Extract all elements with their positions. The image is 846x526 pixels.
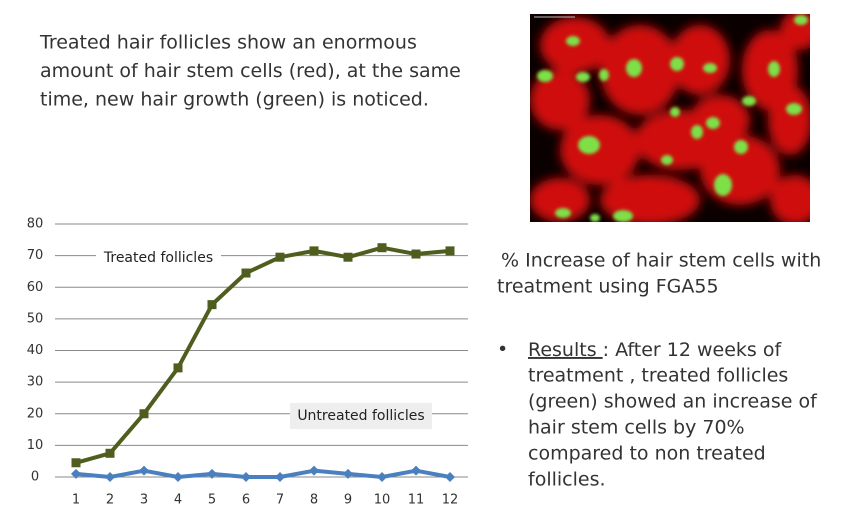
caption-text: treatment using FGA55: [497, 276, 719, 298]
bullet-text: treatment , treated follicles: [528, 365, 788, 387]
bullet-line: : After 12 weeks of: [603, 339, 783, 361]
point-marker: [71, 458, 81, 468]
bullet-text: Results : After 12 weeks of: [528, 339, 782, 361]
point-marker: [139, 409, 149, 419]
point-marker: [207, 300, 217, 310]
point-marker: [445, 472, 455, 482]
point-marker: [105, 448, 115, 458]
x-tick-label: 4: [174, 493, 182, 508]
x-tick-label: 5: [208, 493, 216, 508]
point-marker: [71, 468, 81, 479]
series-label-box: [290, 403, 432, 429]
y-tick-label: 30: [27, 375, 44, 390]
y-tick-label: 20: [27, 406, 44, 421]
point-marker: [411, 249, 421, 259]
bullet-text: (green) showed an increase of: [528, 391, 818, 413]
point-marker: [275, 472, 285, 482]
y-tick-label: 40: [27, 343, 44, 358]
caption-text: % Increase of hair stem cells with: [501, 250, 821, 272]
y-tick-label: 0: [31, 470, 39, 485]
x-tick-label: 10: [374, 493, 391, 508]
bullet-label: Results: [528, 339, 603, 361]
point-marker: [377, 472, 387, 482]
series-label-box: [96, 246, 221, 270]
point-marker: [173, 363, 183, 373]
bullet-dot: •: [497, 339, 508, 361]
series-line: [75, 468, 451, 479]
point-marker: [411, 465, 421, 476]
point-marker: [309, 465, 319, 476]
y-tick-label: 70: [27, 248, 44, 263]
point-marker: [241, 472, 251, 482]
bullet-text: compared to non treated: [528, 443, 766, 465]
series-label: Treated follicles: [103, 250, 213, 266]
y-tick-label: 10: [27, 438, 44, 453]
x-tick-label: 11: [408, 493, 425, 508]
point-marker: [139, 465, 149, 476]
point-marker: [343, 252, 353, 262]
point-marker: [445, 246, 455, 256]
bullet-text: follicles.: [528, 469, 606, 491]
x-tick-label: 12: [442, 493, 459, 508]
x-tick-label: 3: [140, 493, 148, 508]
x-tick-label: 2: [106, 493, 114, 508]
point-marker: [309, 246, 319, 256]
point-marker: [105, 472, 115, 482]
point-marker: [207, 468, 217, 479]
x-tick-label: 1: [72, 493, 80, 508]
intro-text: amount of hair stem cells (red), at the …: [40, 60, 461, 82]
y-tick-label: 80: [27, 217, 44, 232]
x-tick-label: 6: [242, 493, 250, 508]
intro-text: time, new hair growth (green) is noticed…: [40, 89, 429, 111]
x-tick-label: 7: [276, 493, 284, 508]
y-tick-label: 60: [27, 280, 44, 295]
y-tick-label: 50: [27, 311, 44, 326]
microscopy-image: [530, 14, 810, 222]
intro-text: Treated hair follicles show an enormous: [39, 32, 417, 54]
series-label: Untreated follicles: [297, 408, 424, 424]
point-marker: [241, 268, 251, 278]
x-tick-label: 8: [310, 493, 318, 508]
series-line: [75, 245, 451, 465]
point-marker: [377, 243, 387, 253]
point-marker: [173, 472, 183, 482]
point-marker: [275, 252, 285, 262]
bullet-text: hair stem cells by 70%: [528, 417, 745, 439]
point-marker: [343, 468, 353, 479]
x-tick-label: 9: [344, 493, 352, 508]
